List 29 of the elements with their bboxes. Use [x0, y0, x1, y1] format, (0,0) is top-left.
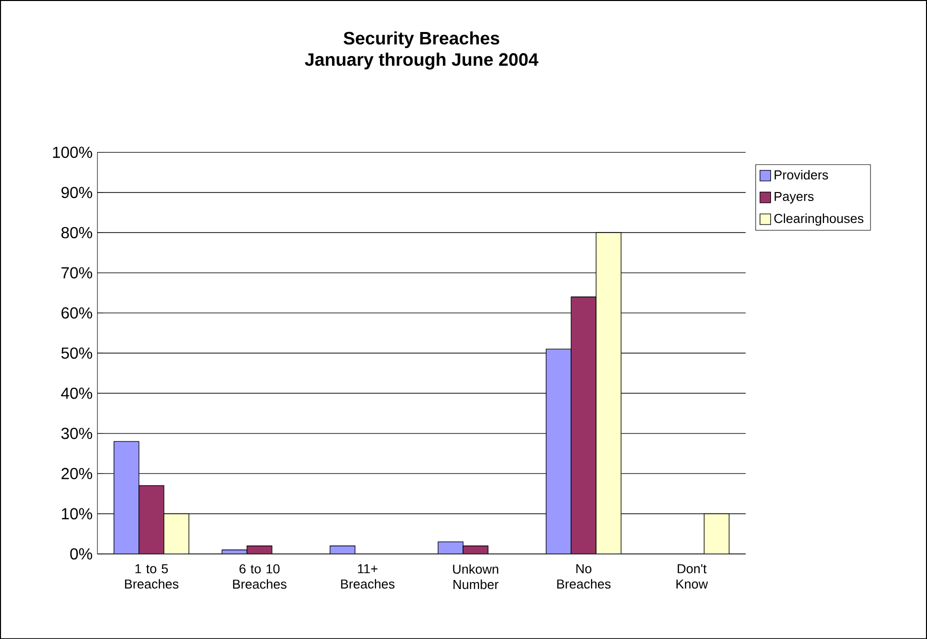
y-tick-label: 70%	[62, 267, 92, 278]
bar	[438, 542, 464, 554]
legend-label: Providers	[774, 170, 828, 180]
y-tick-label: 80%	[61, 226, 92, 238]
y-tick-label: 90%	[61, 186, 92, 198]
chart-title: Security Breaches	[344, 31, 500, 48]
y-tick-label: 60%	[62, 307, 92, 318]
legend-label: Clearinghouses	[774, 213, 864, 226]
x-tick-label: 6 to 10 Breaches	[233, 564, 286, 589]
chart-subtitle: January through June 2004	[304, 52, 538, 70]
bar	[164, 513, 190, 554]
legend-label: Payers	[774, 192, 814, 204]
x-tick-label: Unkown Number	[453, 564, 498, 589]
y-tick-label: 10%	[62, 508, 92, 520]
bar	[330, 546, 356, 554]
bar	[596, 232, 622, 554]
bar	[114, 440, 140, 554]
y-tick-label: 0%	[70, 548, 92, 560]
x-tick-label: No Breaches	[557, 564, 611, 588]
y-tick-label: 30%	[61, 428, 92, 439]
x-tick-label: 1 to 5 Breaches	[125, 564, 178, 588]
x-tick-label: 11+ Breaches	[341, 564, 394, 588]
bar	[704, 513, 730, 554]
y-tick-label: 40%	[61, 387, 92, 399]
y-tick-label: 50%	[61, 347, 92, 359]
bar	[546, 348, 572, 554]
y-tick-label: 20%	[62, 468, 92, 480]
y-tick-label: 100%	[53, 146, 92, 158]
x-tick-label: Don't Know	[676, 564, 708, 588]
